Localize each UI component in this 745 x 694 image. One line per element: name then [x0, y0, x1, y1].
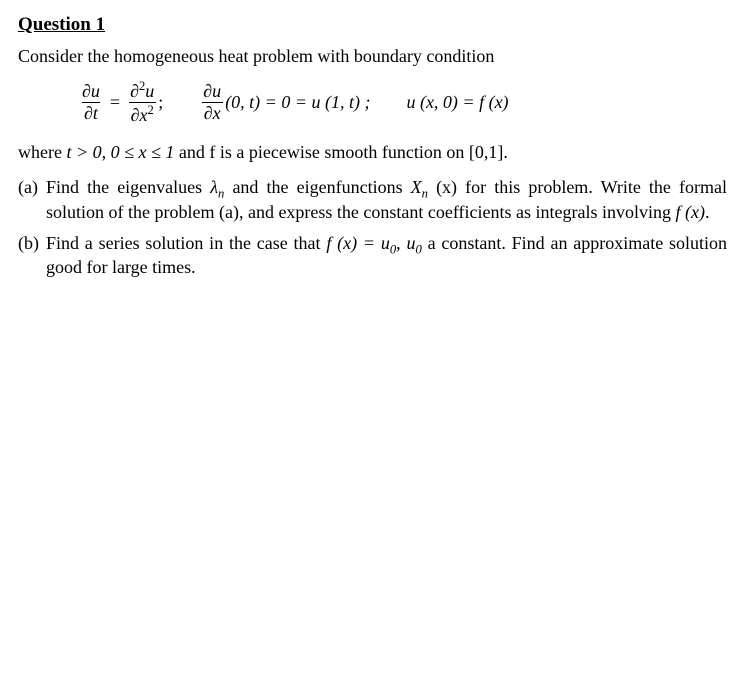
pb-t2: , — [396, 233, 406, 253]
num-du-2: ∂u — [201, 81, 223, 102]
equals-1: = — [110, 92, 120, 113]
pa-lambda: λ — [210, 177, 218, 197]
question-title: Question 1 — [18, 14, 727, 36]
num-du: ∂u — [80, 81, 102, 102]
part-b-label: (b) — [18, 233, 46, 279]
pa-t4: . — [705, 202, 710, 222]
page: Question 1 Consider the homogeneous heat… — [0, 0, 745, 302]
where-cond: t > 0, 0 ≤ x ≤ 1 — [66, 142, 174, 162]
part-a-body: Find the eigenvalues λn and the eigenfun… — [46, 177, 727, 223]
den-dx: ∂x — [202, 102, 223, 124]
frac-dudt: ∂u ∂t — [80, 81, 102, 124]
pde-term: ∂u ∂t = ∂2u ∂x2 ; — [78, 79, 163, 126]
den-dx2: ∂x2 — [129, 102, 156, 126]
semicolon-1: ; — [158, 92, 163, 113]
num-d2u: ∂2u — [128, 79, 156, 102]
frac-d2udx2: ∂2u ∂x2 — [128, 79, 156, 126]
pb-fx: f (x) = u — [326, 233, 390, 253]
part-a: (a) Find the eigenvalues λn and the eige… — [18, 177, 727, 223]
bc-text: (0, t) = 0 = u (1, t) ; — [225, 92, 370, 113]
where-post: and f is a piecewise smooth function on … — [174, 142, 507, 162]
pa-t1: Find the eigenvalues — [46, 177, 210, 197]
where-pre: where — [18, 142, 66, 162]
part-a-label: (a) — [18, 177, 46, 223]
ic-term: u (x, 0) = f (x) — [406, 92, 508, 113]
part-b: (b) Find a series solution in the case t… — [18, 233, 727, 279]
pa-X: X — [411, 177, 422, 197]
ic-text: u (x, 0) = f (x) — [406, 92, 508, 113]
part-b-body: Find a series solution in the case that … — [46, 233, 727, 279]
pb-t1: Find a series solution in the case that — [46, 233, 326, 253]
pa-t2: and the eigenfunctions — [224, 177, 410, 197]
equation-row: ∂u ∂t = ∂2u ∂x2 ; ∂u ∂x (0, t) = 0 = u (… — [78, 79, 727, 126]
pa-fx: f (x) — [676, 202, 705, 222]
bc-term: ∂u ∂x (0, t) = 0 = u (1, t) ; — [199, 81, 370, 124]
intro-line: Consider the homogeneous heat problem wi… — [18, 46, 727, 67]
frac-dudx: ∂u ∂x — [201, 81, 223, 124]
where-line: where t > 0, 0 ≤ x ≤ 1 and f is a piecew… — [18, 142, 727, 163]
den-dt: ∂t — [82, 102, 100, 124]
